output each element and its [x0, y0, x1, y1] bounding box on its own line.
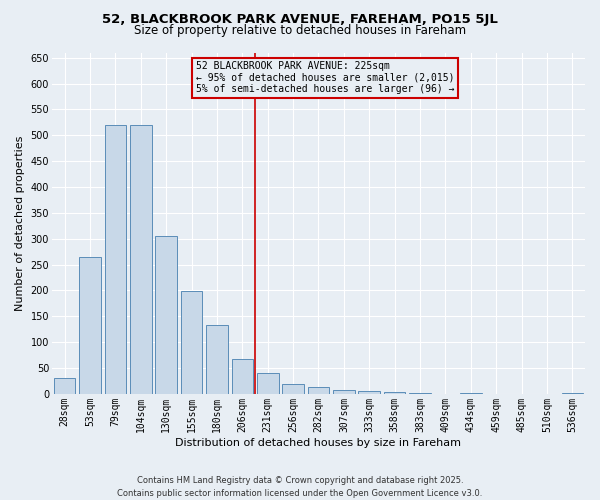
Bar — [460, 393, 482, 394]
Bar — [333, 390, 355, 394]
Bar — [232, 360, 253, 394]
Text: Contains HM Land Registry data © Crown copyright and database right 2025.
Contai: Contains HM Land Registry data © Crown c… — [118, 476, 482, 498]
Bar — [562, 393, 583, 394]
Text: Size of property relative to detached houses in Fareham: Size of property relative to detached ho… — [134, 24, 466, 37]
Bar — [257, 373, 278, 394]
X-axis label: Distribution of detached houses by size in Fareham: Distribution of detached houses by size … — [175, 438, 461, 448]
Bar — [384, 392, 406, 394]
Bar — [54, 378, 76, 394]
Bar — [308, 386, 329, 394]
Bar — [104, 125, 126, 394]
Text: 52 BLACKBROOK PARK AVENUE: 225sqm
← 95% of detached houses are smaller (2,015)
5: 52 BLACKBROOK PARK AVENUE: 225sqm ← 95% … — [196, 61, 454, 94]
Bar — [79, 257, 101, 394]
Bar — [283, 384, 304, 394]
Bar — [130, 125, 152, 394]
Bar — [409, 393, 431, 394]
Bar — [206, 325, 228, 394]
Y-axis label: Number of detached properties: Number of detached properties — [15, 136, 25, 311]
Bar — [181, 292, 202, 394]
Text: 52, BLACKBROOK PARK AVENUE, FAREHAM, PO15 5JL: 52, BLACKBROOK PARK AVENUE, FAREHAM, PO1… — [102, 12, 498, 26]
Bar — [155, 236, 177, 394]
Bar — [358, 391, 380, 394]
